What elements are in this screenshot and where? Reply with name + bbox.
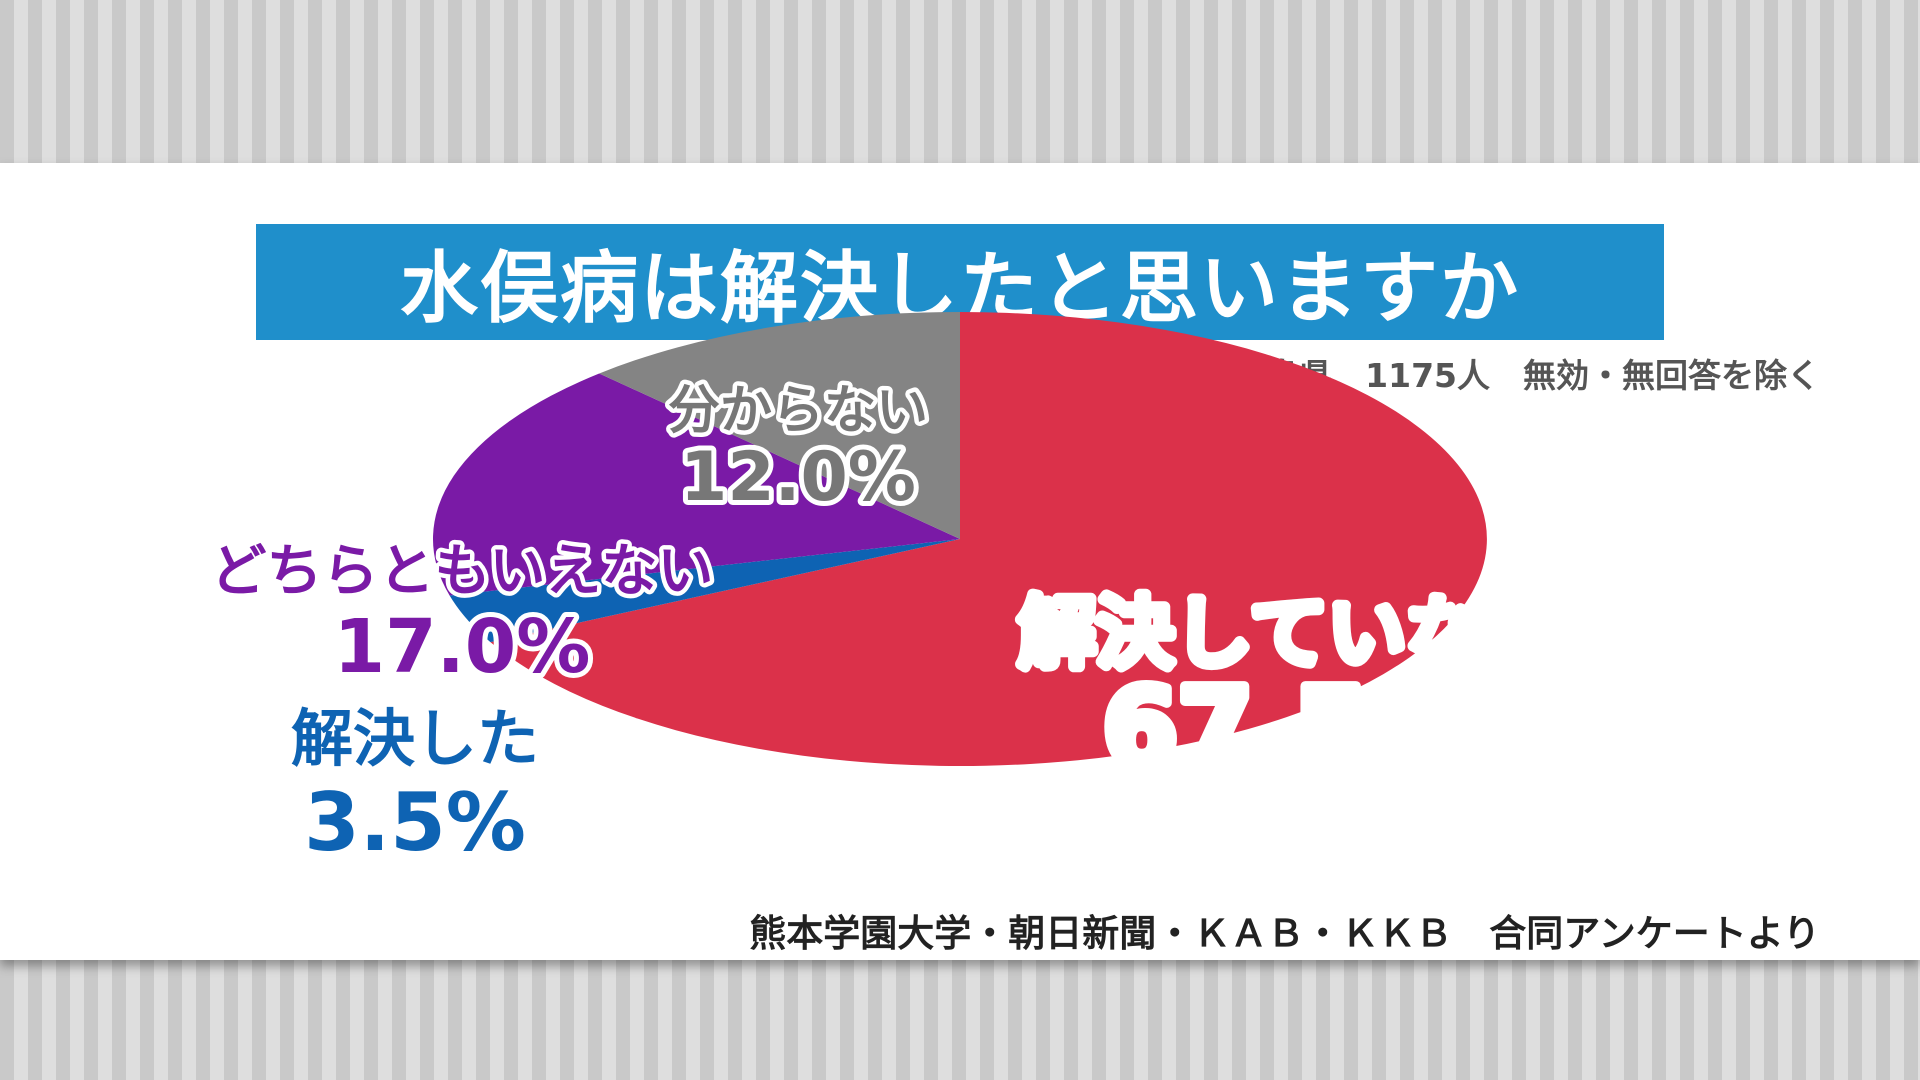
value-label-not-solved: 67.5% [1103, 666, 1478, 791]
label-dont-know: 分からない [668, 381, 928, 441]
title-bar: 水俣病は解決したと思いますか [256, 224, 1664, 340]
value-label-solved: 3.5% [304, 776, 526, 869]
source-note: 熊本学園大学・朝日新聞・ＫＡＢ・ＫＫＢ 合同アンケートより [749, 912, 1820, 955]
slice-dont-know [599, 312, 960, 539]
slice-cannot-say [432, 373, 960, 596]
label-cannot-say: どちらともいえない [211, 539, 714, 604]
chart-panel: 水俣病は解決したと思いますか 対象：熊本県・鹿児島県 1175人 無効・無回答を… [0, 163, 1920, 960]
label-not-solved: 解決していない [1018, 589, 1562, 679]
value-label-dont-know: 12.0% [680, 438, 916, 517]
label-solved: 解決した [291, 702, 539, 775]
value-label-cannot-say: 17.0% [334, 604, 591, 690]
slice-not-solved [490, 312, 1487, 766]
slice-solved [449, 539, 960, 643]
